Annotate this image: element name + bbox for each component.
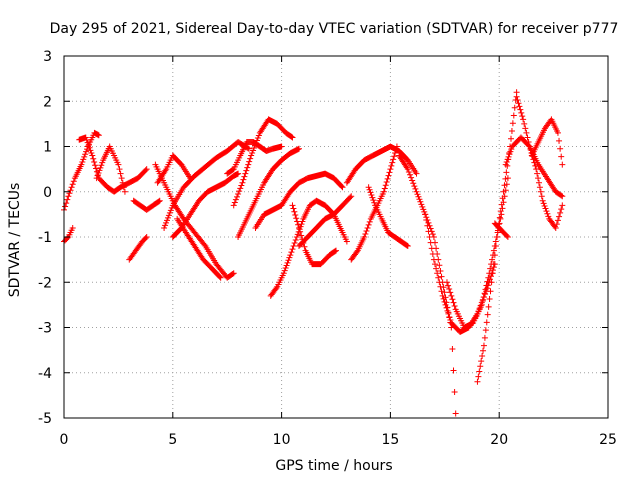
series-track-6 [130,197,163,213]
series-points [267,197,350,299]
series-track-11 [174,215,224,281]
x-tick-labels: 0 5 10 15 20 25 [60,432,617,448]
series-points [152,161,237,281]
series-points [502,134,566,200]
series-track-4 [93,143,128,195]
series-points [230,116,296,209]
series-points [528,116,566,168]
y-tick-label: -4 [38,366,52,382]
x-tick-label: 5 [168,432,177,448]
series-points [491,220,511,240]
x-tick-label: 25 [599,432,617,448]
series-track-21 [365,184,411,250]
series-track-10 [154,152,194,186]
y-tick-labels: -5 -4 -3 -2 -1 0 1 2 3 [38,49,52,427]
series-points [365,184,411,250]
series-points [130,197,163,213]
series-points [76,134,150,195]
series-points [289,202,339,268]
series-points [61,224,76,245]
series-track-13 [235,145,303,240]
series-track-8 [161,138,252,231]
series-points [154,152,194,186]
series-track-17 [289,202,339,268]
x-tick-label: 15 [381,432,399,448]
series-track-5 [126,234,150,263]
y-tick-label: 3 [43,49,52,65]
x-axis-label: GPS time / hours [275,458,392,474]
series-track-29 [491,220,511,240]
series-track-26 [502,134,566,200]
y-tick-label: 2 [43,94,52,110]
series-track-12 [230,116,296,209]
series-points [161,138,252,231]
series-track-2 [61,224,76,245]
y-tick-label: 1 [43,140,52,156]
series-points [396,152,459,417]
x-tick-label: 0 [60,432,69,448]
y-axis-label: SDTVAR / TECUs [7,183,23,298]
series-points [252,170,346,231]
series-points [169,170,242,240]
series-points [93,143,128,195]
chart-title: Day 295 of 2021, Sidereal Day-to-day VTE… [50,21,619,37]
series-track-15 [252,170,346,231]
series-track-19 [343,143,420,186]
series-track-18 [296,193,355,250]
series-track-28 [528,116,566,168]
series-points [224,138,285,177]
y-tick-label: -5 [38,411,52,427]
y-tick-label: -3 [38,321,52,337]
axis-ticks [63,55,609,419]
series-points [174,215,224,281]
x-tick-label: 20 [490,432,508,448]
y-tick-label: -2 [38,275,52,291]
series-track-16 [267,197,350,299]
y-tick-label: 0 [43,185,52,201]
data-series [61,89,566,417]
series-track-3 [76,134,150,195]
series-track-14 [224,138,285,177]
y-tick-label: -1 [38,230,52,246]
series-points [126,234,150,263]
series-track-9 [169,170,242,240]
series-points [296,193,355,250]
series-points [235,145,303,240]
x-tick-label: 10 [273,432,291,448]
series-points [343,143,420,186]
series-track-22 [396,152,459,417]
series-track-7 [152,161,237,281]
